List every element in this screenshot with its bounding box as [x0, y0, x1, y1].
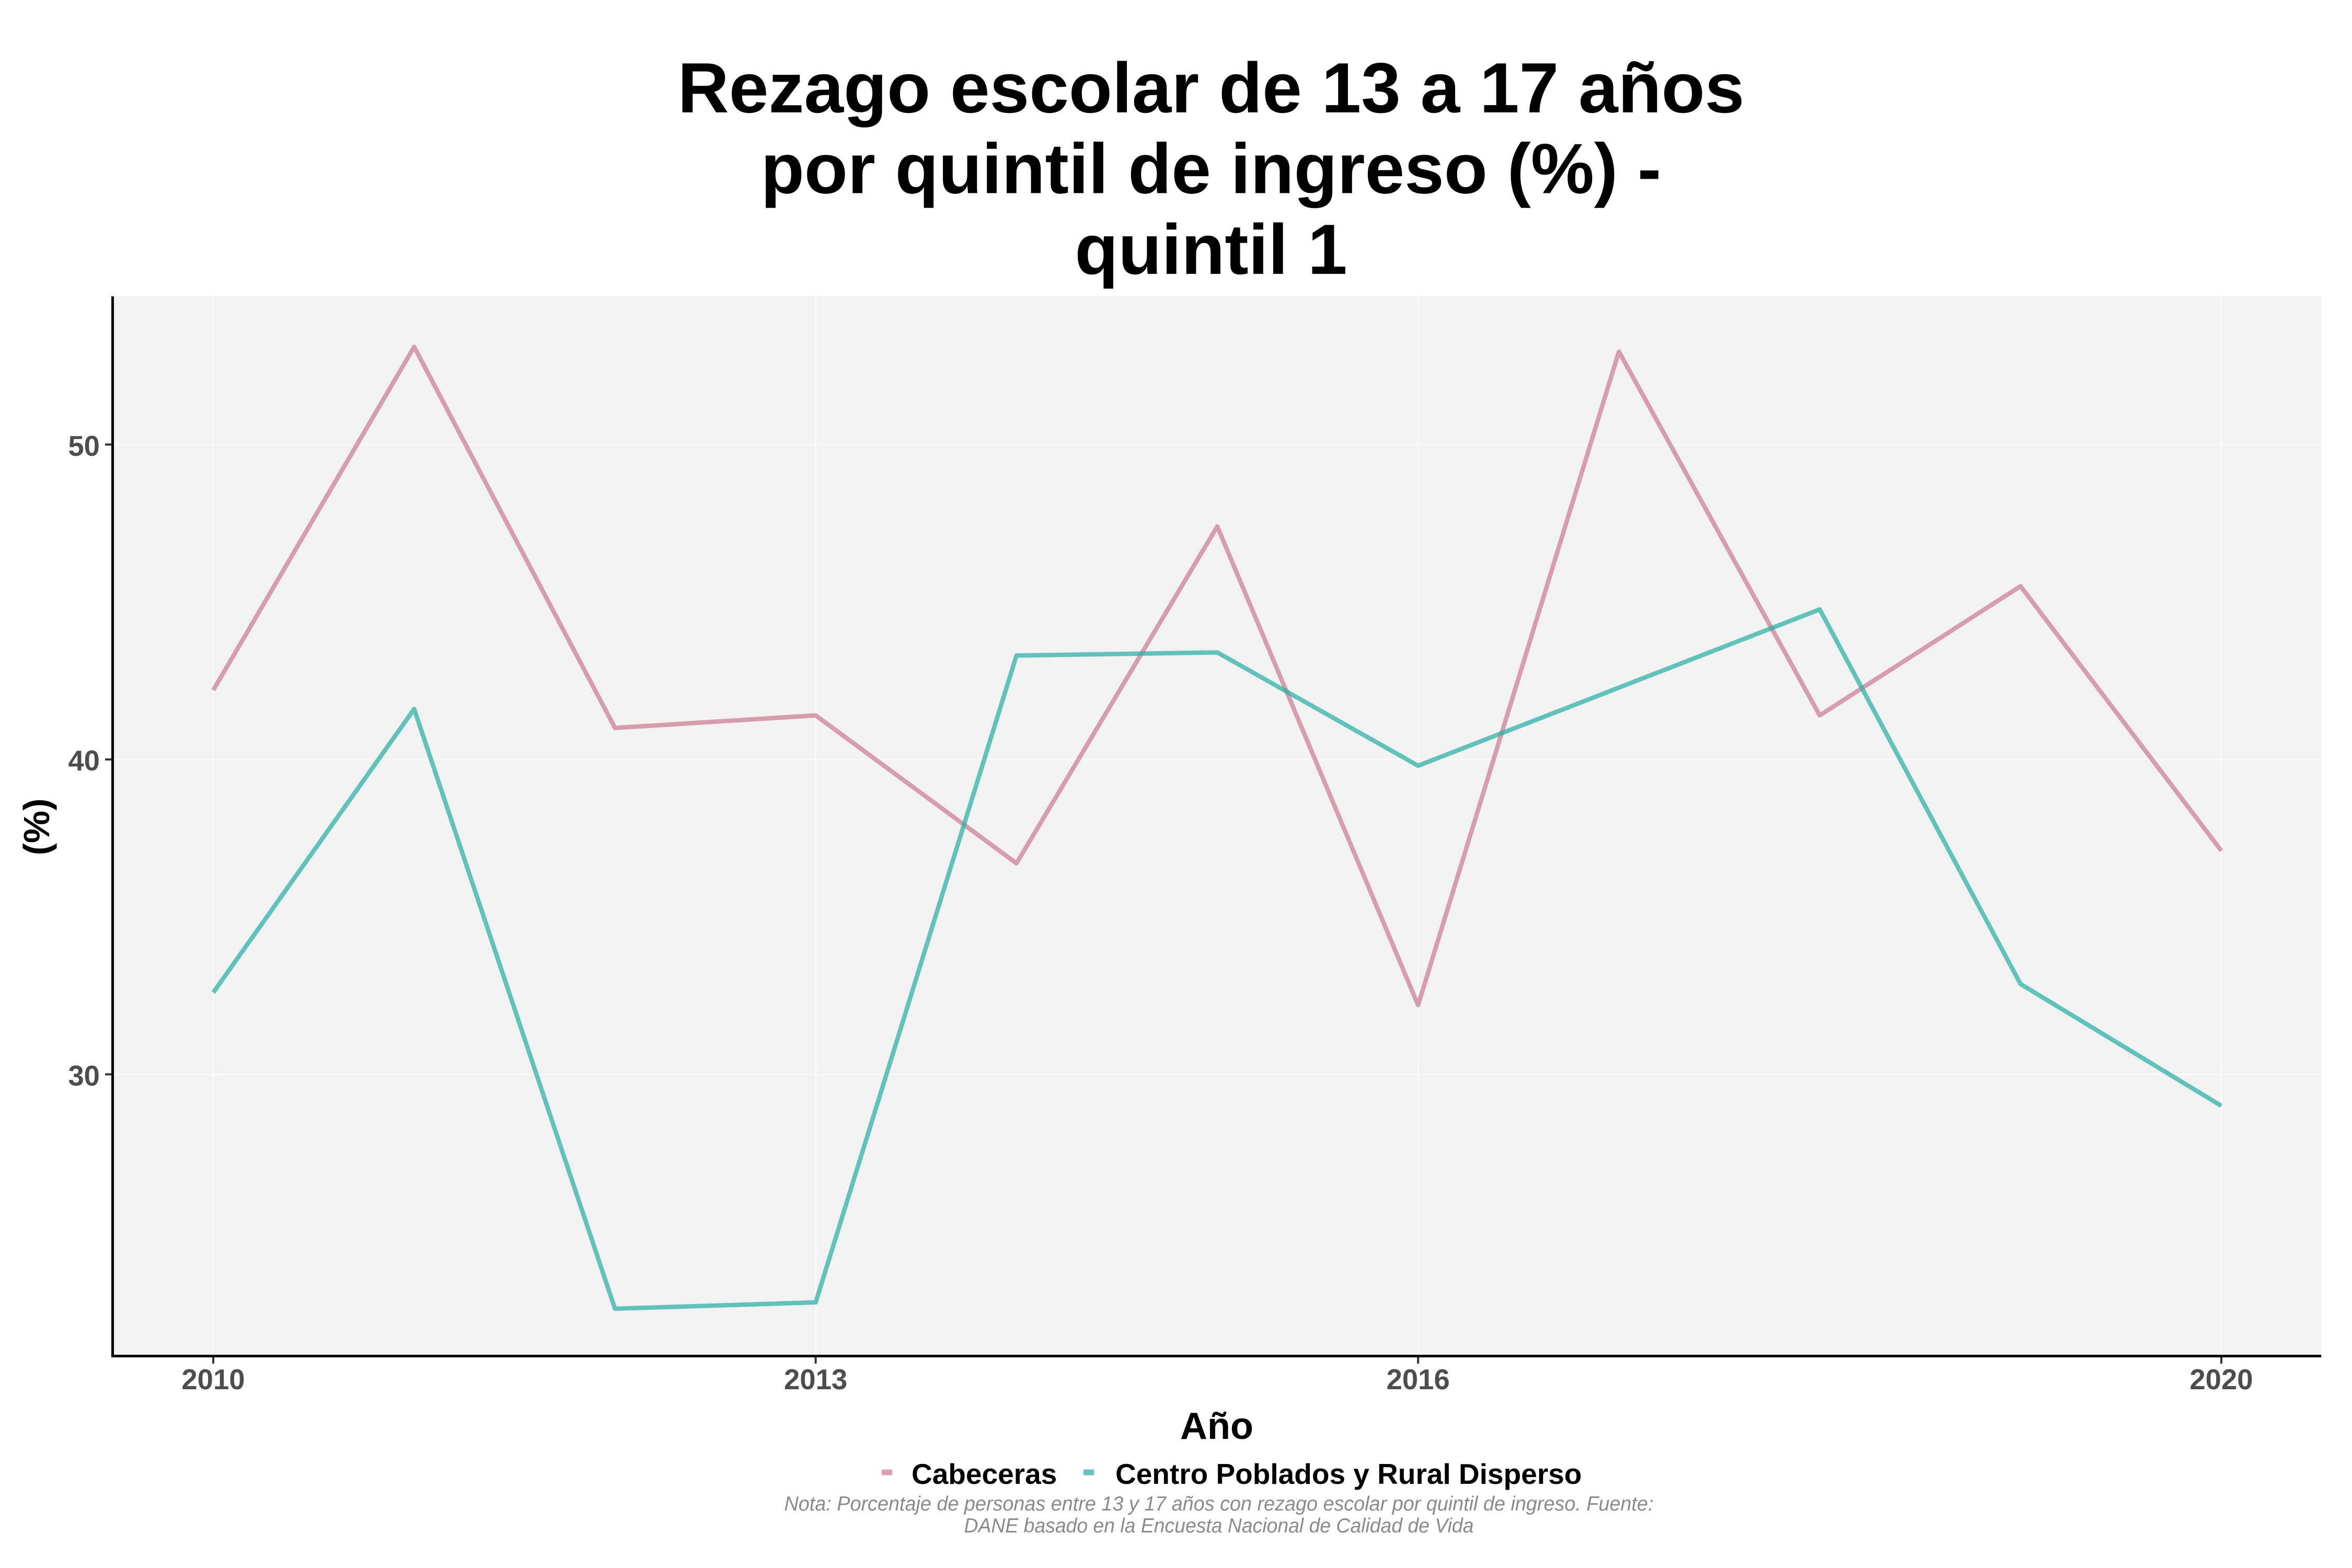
svg-text:40: 40 — [68, 745, 100, 777]
svg-text:Rezago escolar de 13 a 17 años: Rezago escolar de 13 a 17 años — [678, 48, 1745, 128]
svg-text:quintil 1: quintil 1 — [1075, 210, 1347, 289]
svg-text:Nota: Porcentaje de personas e: Nota: Porcentaje de personas entre 13 y … — [785, 1493, 1654, 1515]
svg-text:Año: Año — [1180, 1405, 1253, 1447]
svg-text:2016: 2016 — [1387, 1364, 1450, 1396]
svg-text:30: 30 — [68, 1060, 100, 1092]
svg-text:por quintil de ingreso (%) -: por quintil de ingreso (%) - — [761, 129, 1662, 209]
svg-text:(%): (%) — [16, 799, 57, 856]
svg-text:Cabeceras: Cabeceras — [912, 1458, 1057, 1490]
svg-text:2020: 2020 — [2189, 1364, 2253, 1396]
svg-text:DANE basado en la Encuesta Nac: DANE basado en la Encuesta Nacional de C… — [964, 1515, 1474, 1537]
svg-text:50: 50 — [68, 430, 100, 462]
svg-text:2010: 2010 — [181, 1364, 245, 1396]
svg-text:Centro Poblados y Rural Disper: Centro Poblados y Rural Disperso — [1115, 1458, 1582, 1490]
svg-text:2013: 2013 — [784, 1364, 847, 1396]
